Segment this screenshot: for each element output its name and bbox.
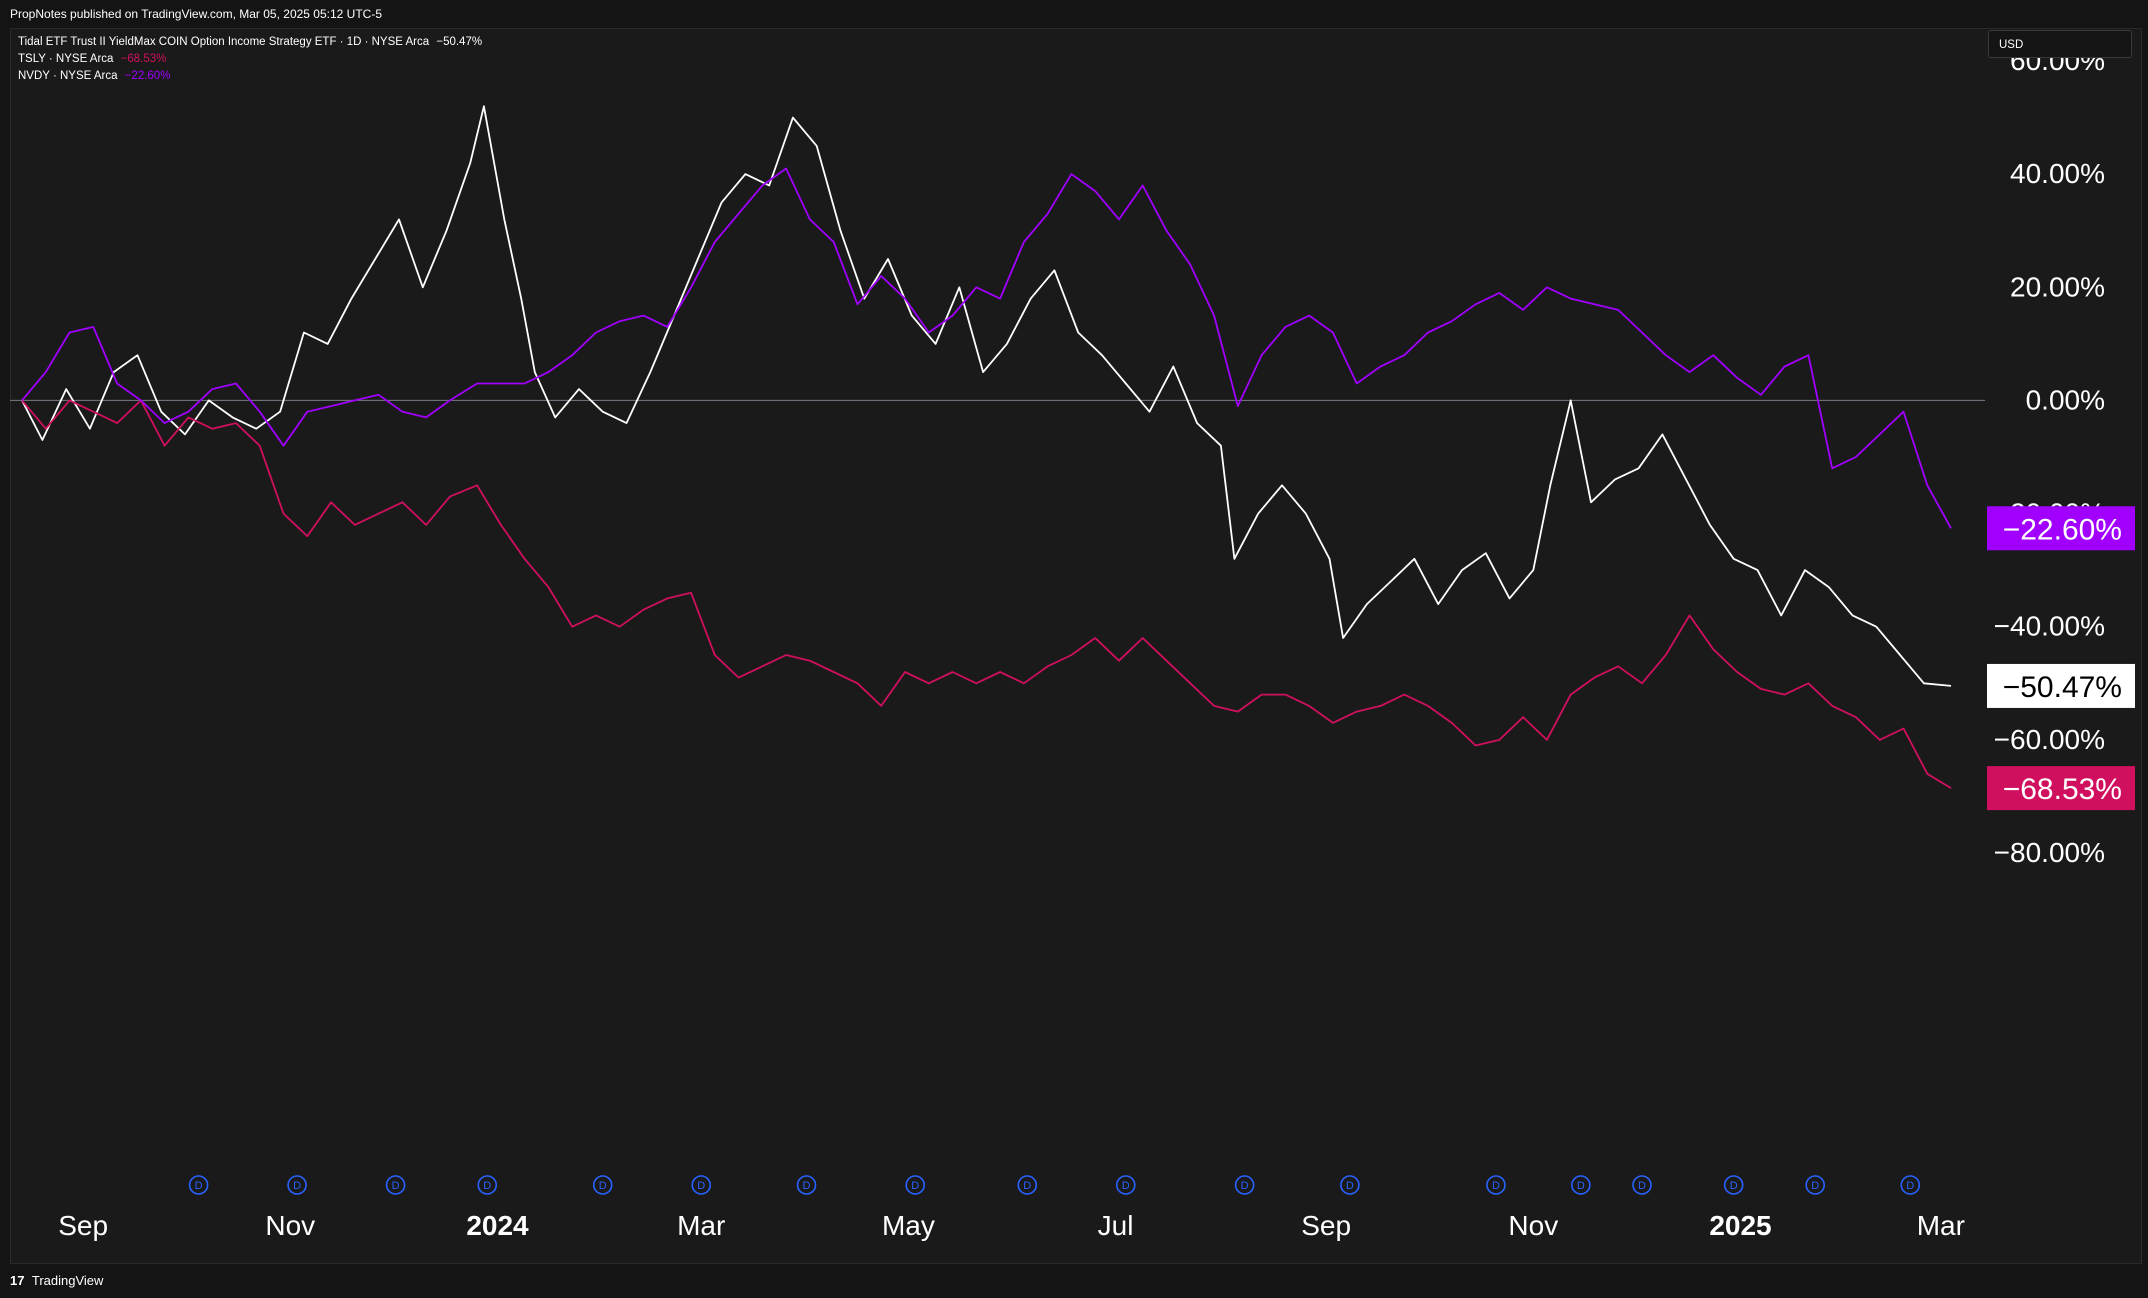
svg-text:D: D [1346, 1180, 1354, 1192]
legend-main[interactable]: Tidal ETF Trust II YieldMax COIN Option … [18, 34, 482, 51]
footer: 17 TradingView [0, 1264, 2148, 1298]
svg-text:D: D [599, 1180, 607, 1192]
last-value-badge-0: −50.47% [1987, 663, 2135, 708]
legend-main-value: −50.47% [436, 36, 483, 48]
dividend-marker-icon[interactable]: D [1340, 1175, 1360, 1195]
currency-button[interactable]: USD [1988, 30, 2132, 58]
last-value-labels: −50.47% −68.53% −22.60% [1987, 506, 2135, 811]
legend-nvdy-value: −22.60% [124, 70, 171, 82]
last-value-text: −68.53% [2003, 773, 2122, 806]
dividend-marker-icon[interactable]: D [1900, 1175, 1921, 1195]
series-line-2[interactable] [21, 167, 1952, 529]
svg-text:D: D [1492, 1180, 1500, 1192]
svg-text:D: D [195, 1180, 203, 1192]
dividend-marker-icon[interactable]: D [287, 1175, 307, 1195]
svg-text:D: D [1241, 1180, 1249, 1192]
legend-tsly-value: −68.53% [120, 53, 167, 65]
dividend-marker-icon[interactable]: D [1723, 1175, 1744, 1195]
legend-main-label: Tidal ETF Trust II YieldMax COIN Option … [18, 36, 430, 48]
dividend-marker-icon[interactable]: D [385, 1175, 406, 1195]
x-tick-label: Nov [1508, 1210, 1558, 1241]
svg-text:D: D [392, 1180, 400, 1192]
series-line-1[interactable] [21, 399, 1952, 789]
svg-text:D: D [1577, 1180, 1585, 1192]
last-value-badge-1: −68.53% [1987, 766, 2135, 811]
legend: Tidal ETF Trust II YieldMax COIN Option … [18, 34, 482, 85]
legend-nvdy[interactable]: NVDY · NYSE Arca −22.60% [18, 68, 482, 85]
tradingview-logo-icon[interactable]: 17 [10, 1273, 25, 1288]
y-tick-label: 0.00% [2026, 384, 2105, 415]
y-tick-label: −40.00% [1994, 611, 2105, 642]
dividend-marker-icon[interactable]: D [1805, 1175, 1825, 1195]
x-tick-label: Sep [1301, 1210, 1351, 1241]
last-value-text: −50.47% [2003, 671, 2122, 704]
x-tick-label: 2024 [466, 1210, 529, 1241]
x-axis: Sep Nov 2024 Mar May Jul Sep Nov 2025 Mar [58, 1210, 1965, 1241]
dividend-marker-icon[interactable]: D [592, 1175, 613, 1195]
svg-text:D: D [911, 1180, 919, 1192]
x-tick-label: Mar [1917, 1210, 1965, 1241]
chart-area[interactable] [10, 28, 2142, 1264]
y-tick-label: 40.00% [2010, 158, 2105, 189]
series-layer [21, 105, 1952, 789]
dividend-marker-icon[interactable]: D [188, 1175, 209, 1195]
svg-text:D: D [803, 1180, 811, 1192]
last-value-badge-2: −22.60% [1987, 506, 2135, 551]
x-tick-label: Sep [58, 1210, 108, 1241]
x-tick-label: Nov [265, 1210, 315, 1241]
svg-text:D: D [483, 1180, 491, 1192]
dividend-marker-icon[interactable]: D [691, 1175, 712, 1195]
svg-text:D: D [1638, 1180, 1646, 1192]
y-tick-label: 20.00% [2010, 271, 2105, 302]
legend-tsly[interactable]: TSLY · NYSE Arca −68.53% [18, 51, 482, 68]
svg-text:D: D [1811, 1180, 1819, 1192]
dividend-marker-icon[interactable]: D [1571, 1175, 1591, 1195]
svg-text:D: D [293, 1180, 301, 1192]
tradingview-brand[interactable]: TradingView [31, 1273, 104, 1288]
svg-text:D: D [1023, 1180, 1031, 1192]
x-tick-label: Jul [1098, 1210, 1134, 1241]
y-axis: 60.00%40.00%20.00%0.00%−20.00%−40.00%−60… [1994, 45, 2105, 868]
svg-text:D: D [1906, 1180, 1914, 1192]
dividend-marker-icon[interactable]: D [905, 1175, 925, 1195]
y-tick-label: −60.00% [1994, 724, 2105, 755]
svg-text:D: D [1730, 1180, 1738, 1192]
y-tick-label: −80.00% [1994, 837, 2105, 868]
x-tick-label: Mar [677, 1210, 725, 1241]
svg-text:D: D [697, 1180, 705, 1192]
dividend-marker-icon[interactable]: D [1115, 1175, 1136, 1195]
x-tick-label: May [882, 1210, 935, 1241]
dividend-marker-icon[interactable]: D [477, 1175, 498, 1195]
x-tick-label: 2025 [1709, 1210, 1771, 1241]
svg-text:D: D [1122, 1180, 1130, 1192]
legend-nvdy-label: NVDY · NYSE Arca [18, 70, 118, 82]
dividend-marker-icon[interactable]: D [1632, 1175, 1652, 1195]
series-line-0[interactable] [21, 105, 1952, 687]
legend-tsly-label: TSLY · NYSE Arca [18, 53, 114, 65]
dividend-marker-icon[interactable]: D [796, 1175, 817, 1195]
published-header: PropNotes published on TradingView.com, … [0, 0, 2148, 28]
dividend-marker-icon[interactable]: D [1234, 1175, 1255, 1195]
dividend-marker-icon[interactable]: D [1017, 1175, 1038, 1195]
dividend-marker-icon[interactable]: D [1486, 1175, 1506, 1195]
last-value-text: −22.60% [2003, 513, 2122, 546]
